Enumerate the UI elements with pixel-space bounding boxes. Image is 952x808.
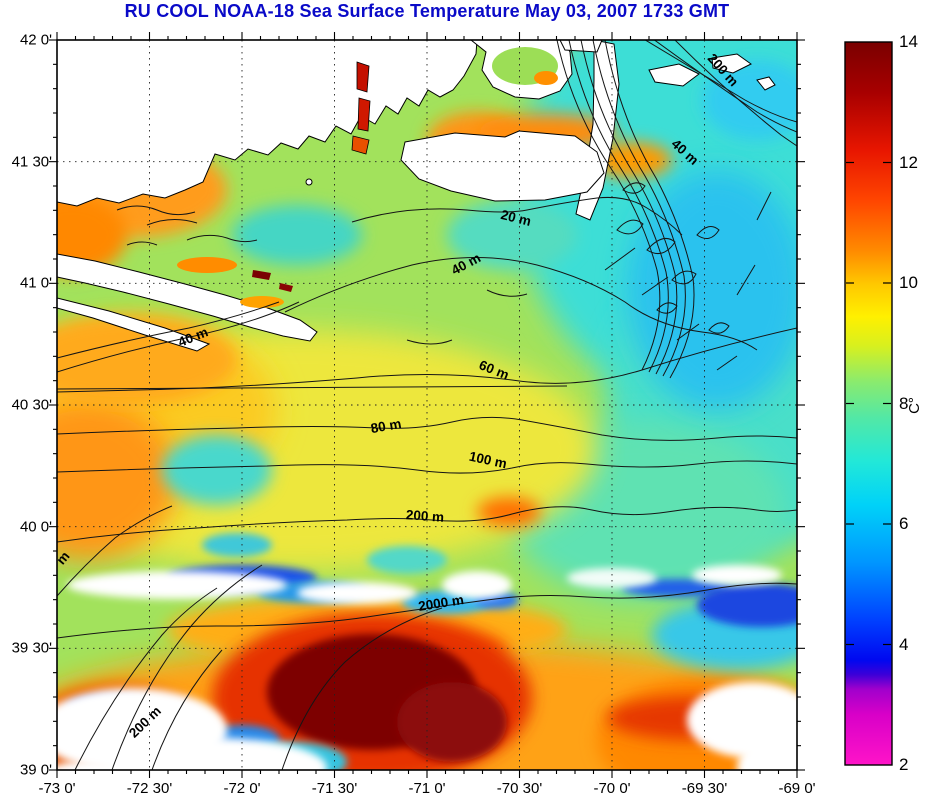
x-tick-label: -72 30' <box>126 780 173 797</box>
x-tick-label: -69 30' <box>681 780 728 797</box>
colorbar-tick-label: 2 <box>899 755 909 774</box>
contour-label: 200 m <box>405 507 445 525</box>
x-tick-label: -70 30' <box>496 780 543 797</box>
colorbar <box>845 42 892 765</box>
y-tick-label: 39 0' <box>19 761 52 779</box>
x-tick-label: -71 0' <box>408 780 446 797</box>
y-tick-label: 40 0' <box>19 518 52 536</box>
figure-title: RU COOL NOAA-18 Sea Surface Temperature … <box>124 1 730 21</box>
colorbar-tick-label: 8 <box>899 393 909 413</box>
colorbar-unit-label: C° <box>905 397 923 414</box>
colorbar-tick-label: 6 <box>899 514 909 533</box>
colorbar-tick-label: 14 <box>899 32 918 51</box>
x-tick-label: -70 0' <box>593 780 631 797</box>
x-tick-label: -69 0' <box>778 780 816 797</box>
colorbar-tick-label: 12 <box>899 152 918 172</box>
y-tick-label: 41 30' <box>11 153 52 171</box>
colorbar-tick-label: 4 <box>899 634 909 654</box>
colorbar-tick-label: 10 <box>899 273 918 292</box>
y-tick-label: 41 0' <box>19 274 52 292</box>
y-tick-label: 40 30' <box>11 396 52 414</box>
y-tick-label: 42 0' <box>19 31 52 49</box>
y-tick-label: 39 30' <box>11 639 52 657</box>
x-tick-label: -73 0' <box>38 780 76 797</box>
block-island <box>305 178 313 186</box>
x-tick-label: -72 0' <box>223 780 261 797</box>
x-tick-label: -71 30' <box>311 780 358 797</box>
